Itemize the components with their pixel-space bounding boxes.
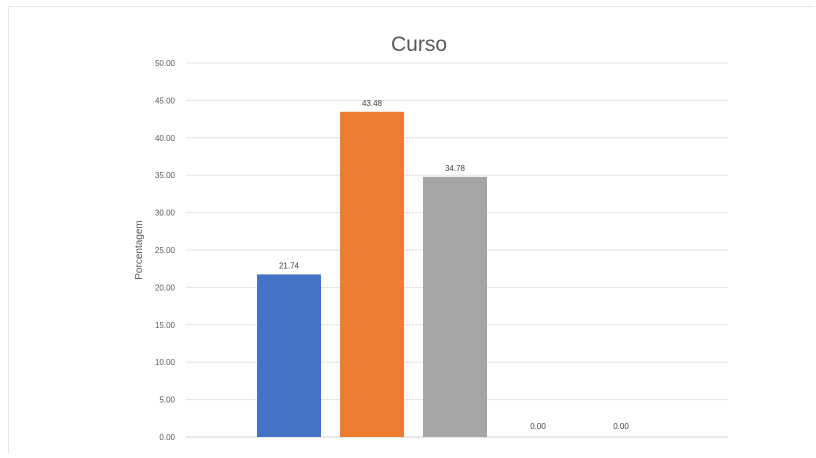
y-tick-label: 5.00 <box>159 396 175 405</box>
bar-data-label: 0.00 <box>613 422 629 431</box>
y-tick-label: 45.00 <box>155 96 176 105</box>
bar <box>340 111 404 438</box>
y-axis-tick-labels: 0.00 5.00 10.00 15.00 20.00 25.00 30.00 35.00 40… <box>155 59 176 442</box>
bar <box>423 176 487 438</box>
y-tick-label: 40.00 <box>155 134 176 143</box>
y-tick-label: 10.00 <box>155 358 176 367</box>
data-labels: 21.74 43.48 34.78 0.00 0.00 <box>279 99 629 431</box>
y-tick-label: 25.00 <box>155 246 176 255</box>
chart-frame <box>8 6 814 454</box>
bar-data-label: 34.78 <box>445 164 466 173</box>
y-tick-label: 50.00 <box>155 59 176 68</box>
y-tick-label: 20.00 <box>155 283 176 292</box>
bar-data-label: 43.48 <box>362 99 383 108</box>
bar <box>257 274 321 437</box>
y-axis-title: Porcentagem <box>134 220 145 279</box>
bar-data-label: 21.74 <box>279 261 300 270</box>
y-tick-label: 0.00 <box>159 433 175 442</box>
y-tick-label: 15.00 <box>155 321 176 330</box>
y-tick-label: 35.00 <box>155 171 176 180</box>
chart-title: Curso <box>391 33 447 56</box>
bar-data-label: 0.00 <box>530 422 546 431</box>
bars <box>257 111 487 438</box>
y-tick-label: 30.00 <box>155 209 176 218</box>
